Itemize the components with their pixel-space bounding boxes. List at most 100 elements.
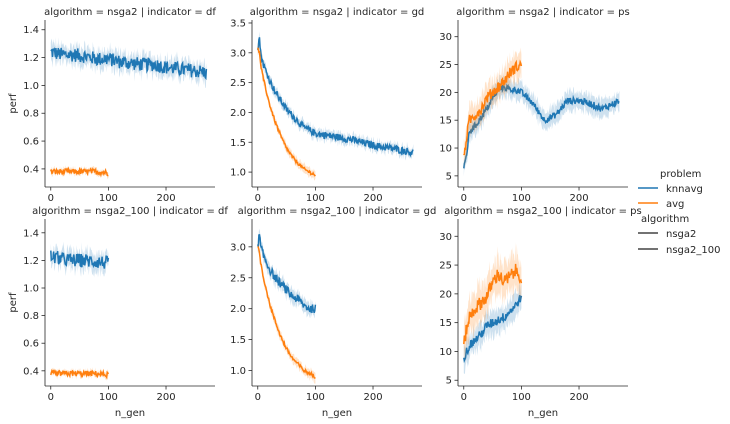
y-tick-label: 1.4 [23,25,39,36]
x-tick-label: 200 [156,392,175,403]
panel-nsga2_100-gd: algorithm = nsga2_100 | indicator = gd 1.… [230,206,436,419]
x-tick-label: 200 [569,392,588,403]
series-knnavg [463,283,523,374]
series-line-knnavg [257,234,317,314]
series-line-knnavg [463,83,620,169]
series-line-avg [50,166,109,178]
x-tick-label: 0 [461,193,467,204]
series-line-knnavg [50,250,110,269]
legend: problem knnavg avg algorithm nsga2 nsga2_100 [638,169,720,256]
x-axis-label: n_gen [322,408,352,419]
x-tick-label: 0 [48,392,54,403]
series-avg [463,242,523,364]
y-tick-label: 0.4 [23,366,39,377]
y-tick-label: 1.2 [23,256,39,267]
series-line-avg [257,47,316,177]
y-tick-label: 0.6 [23,137,39,148]
series-line-avg [463,59,523,156]
x-tick-label: 100 [512,392,531,403]
x-tick-label: 100 [512,193,531,204]
y-tick-label: 25 [439,261,452,272]
y-tick-label: 0.4 [23,164,39,175]
series-knnavg [257,228,317,319]
legend-label-knnavg: knnavg [666,184,703,195]
x-tick-label: 0 [255,392,261,403]
x-tick-label: 100 [306,193,325,204]
x-tick-label: 0 [48,193,54,204]
series-avg [463,47,523,170]
y-tick-label: 1.0 [23,284,39,295]
x-tick-label: 200 [156,193,175,204]
y-tick-label: 3.0 [230,242,246,253]
series-knnavg [257,31,414,161]
y-tick-label: 1.5 [230,335,246,346]
y-tick-label: 10 [439,144,452,155]
panel-title: algorithm = nsga2_100 | indicator = df [32,206,228,217]
series-line-knnavg [50,47,208,81]
panel-nsga2-ps: algorithm = nsga2 | indicator = ps 5 10 15 2… [439,7,629,204]
y-tick-label: 0.8 [23,311,39,322]
y-tick-label: 20 [439,289,452,300]
legend-title-algorithm: algorithm [641,214,689,225]
x-tick-label: 100 [99,392,118,403]
y-tick-label: 2.0 [230,304,246,315]
panel-nsga2-df: algorithm = nsga2 | indicator = df 0.4 0.6… [8,7,216,204]
y-tick-label: 0.8 [23,109,39,120]
series-avg [50,165,109,180]
panel-title: algorithm = nsga2_100 | indicator = gd [238,206,437,217]
legend-label-nsga2: nsga2 [666,229,696,240]
series-avg [257,242,316,384]
y-tick-label: 15 [439,318,452,329]
y-tick-label: 5 [446,171,452,182]
series-knnavg [50,241,110,278]
y-tick-label: 1.0 [230,366,246,377]
y-tick-label: 30 [439,232,452,243]
series-line-knnavg [257,37,414,158]
y-tick-label: 1.0 [230,168,246,179]
y-tick-label: 1.5 [230,138,246,149]
y-axis-label: perf [8,292,19,313]
x-tick-label: 100 [306,392,325,403]
y-tick-label: 15 [439,116,452,127]
series-avg [257,42,316,181]
panel-title: algorithm = nsga2_100 | indicator = ps [444,206,642,217]
series-avg [50,367,110,381]
y-tick-label: 2.5 [230,78,246,89]
y-tick-label: 3.5 [230,18,246,29]
y-tick-label: 1.0 [23,81,39,92]
panel-title: algorithm = nsga2 | indicator = df [44,7,216,18]
y-tick-label: 2.5 [230,273,246,284]
y-tick-label: 30 [439,32,452,43]
panel-title: algorithm = nsga2 | indicator = ps [456,7,629,18]
panel-nsga2_100-ps: algorithm = nsga2_100 | indicator = ps 5 1… [439,206,641,419]
y-tick-label: 0.6 [23,339,39,350]
series-line-knnavg [463,295,523,364]
y-tick-label: 20 [439,88,452,99]
series-knnavg [50,37,208,88]
y-tick-label: 1.4 [23,228,39,239]
series-line-avg [50,368,110,380]
x-tick-label: 200 [363,193,382,204]
y-tick-label: 1.2 [23,53,39,64]
confidence-band-knnavg [463,72,620,177]
panel-nsga2_100-df: algorithm = nsga2_100 | indicator = df 0.… [8,206,228,419]
legend-label-nsga2_100: nsga2_100 [666,245,720,256]
y-tick-label: 25 [439,60,452,71]
x-tick-label: 100 [99,193,118,204]
series-line-avg [463,263,523,345]
y-tick-label: 10 [439,347,452,358]
y-axis-label: perf [8,93,19,114]
panel-nsga2-gd: algorithm = nsga2 | indicator = gd 1.0 1.5… [230,7,424,204]
x-tick-label: 200 [569,193,588,204]
x-tick-label: 0 [255,193,261,204]
legend-title-problem: problem [660,169,701,180]
panel-title: algorithm = nsga2 | indicator = gd [250,7,425,18]
confidence-band-knnavg [257,228,316,319]
series-line-avg [257,246,316,379]
x-tick-label: 200 [363,392,382,403]
x-axis-label: n_gen [528,408,558,419]
x-tick-label: 0 [461,392,467,403]
legend-label-avg: avg [666,199,684,210]
x-axis-label: n_gen [115,408,145,419]
